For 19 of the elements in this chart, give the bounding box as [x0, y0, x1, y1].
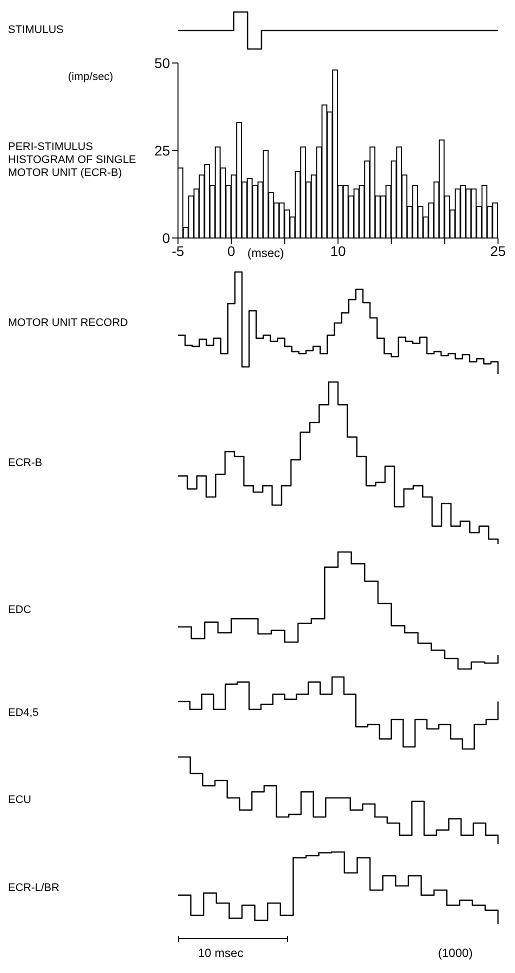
y-axis-title: ECR-B [8, 456, 44, 470]
y-tick-label: 0 [162, 230, 170, 246]
text: 10 msec [198, 946, 244, 960]
y-axis-title: STIMULUS [8, 24, 65, 37]
x-tick-label: 0 [227, 242, 236, 259]
y-axis-title: ED4,5 [8, 706, 40, 720]
x-tick-label: 25 [490, 242, 506, 259]
text: (1000) [438, 946, 473, 960]
y-axis-title: ECU [8, 794, 32, 807]
y-tick-label: 25 [154, 142, 170, 158]
y-axis-title: ECR-L/BR [8, 882, 60, 894]
x-tick-label: 10 [330, 242, 346, 259]
y-axis-title: EDC [8, 604, 32, 617]
y-axis-title: MOTOR UNIT RECORD [8, 316, 129, 330]
text: PERI-STIMULUS HISTOGRAM OF SINGLE MOTOR UNIT (ECR-B) [8, 141, 138, 180]
y-axis-title: (imp/sec) [68, 71, 114, 83]
x-tick-label: -5 [172, 242, 184, 259]
y-tick-label: 50 [154, 54, 170, 71]
x-axis-title: (msec) [247, 246, 284, 260]
